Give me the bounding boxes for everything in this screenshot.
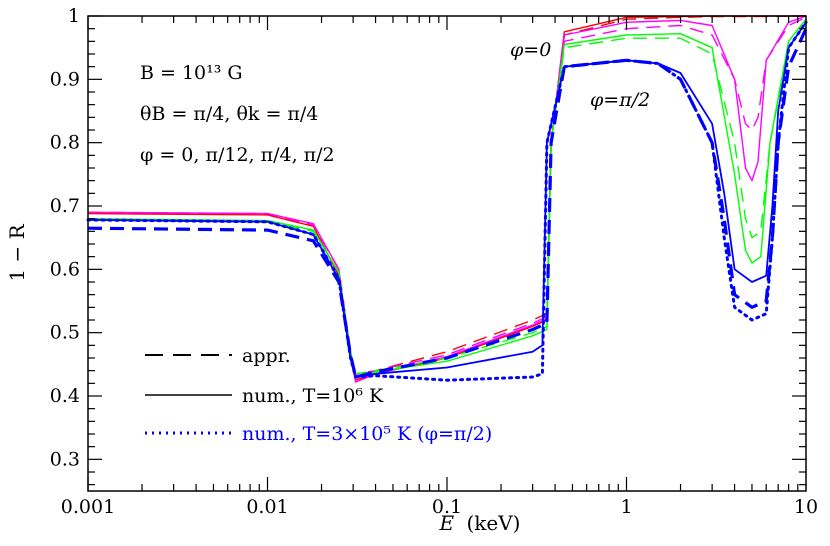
y-tick-label: 0.8 [50,132,80,154]
y-axis-title: 1 − R [5,223,29,281]
x-tick-label: 10 [794,496,818,518]
y-tick-label: 0.9 [50,68,80,90]
x-tick-label: 0.1 [432,496,462,518]
x-axis-unit: (keV) [466,511,520,535]
x-axis-var: E [439,511,455,535]
legend: appr. num., T=10⁶ K num., T=3×10⁵ K (φ=π… [145,345,492,445]
plot-frame [87,15,807,492]
annotation-angles: θB = π/4, θk = π/4 [140,103,318,125]
series-line [86,20,808,382]
y-tick-label: 0.4 [50,385,80,407]
y-tick-label: 0.7 [50,195,80,217]
label-phi-pi2: φ=π/2 [590,89,650,111]
legend-label-num-t3e5: num., T=3×10⁵ K (φ=π/2) [242,423,492,445]
x-tick-label: 1 [620,496,632,518]
y-tick-label: 0.5 [50,322,80,344]
y-tick-label: 0.6 [50,258,80,280]
y-tick-label: 0.3 [50,448,80,470]
legend-label-appr: appr. [242,345,291,367]
x-axis-title: E (keV) [439,511,521,535]
y-tick-label: 1 [68,5,80,27]
tick-layer: 0.001 0.01 0.1 1 10 0.3 0.4 0.5 0.6 0.7 0.8 0.9 1 [50,5,818,518]
annotation-phi-list: φ = 0, π/12, π/4, π/2 [140,144,335,166]
annotation-field: B = 10¹³ G [140,62,243,84]
label-phi-0: φ=0 [510,39,551,61]
x-tick-label: 0.01 [246,496,288,518]
legend-label-num-t6: num., T=10⁶ K [242,385,384,407]
x-tick-label: 0.001 [61,496,115,518]
